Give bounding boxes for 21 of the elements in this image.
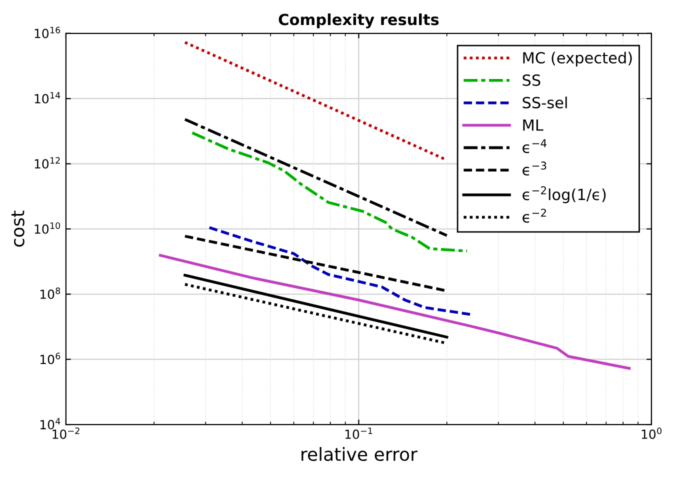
chart-title: Complexity results xyxy=(278,13,439,28)
legend-label: ϵ$^{−2}$ xyxy=(522,208,546,223)
y-axis-title: cost xyxy=(11,210,24,247)
x-tick-label: 10$^{0}$ xyxy=(642,428,662,439)
y-tick-label: 10$^{14}$ xyxy=(34,92,60,104)
y-tick-label: 10$^{4}$ xyxy=(40,418,60,430)
x-tick-label: 10$^{−1}$ xyxy=(345,428,372,439)
legend-label: MC (expected) xyxy=(523,52,632,67)
legend-label: SS-sel xyxy=(522,96,567,108)
legend-label: ϵ$^{−3}$ xyxy=(522,162,546,176)
legend-label: ϵ$^{−2}$log(1/ϵ) xyxy=(522,186,606,204)
x-axis-title: relative error xyxy=(302,447,418,462)
y-tick-label: 10$^{6}$ xyxy=(40,352,60,364)
legend-label: ϵ$^{−4}$ xyxy=(522,139,546,154)
y-tick-label: 10$^{16}$ xyxy=(34,26,60,38)
legend-label: ML xyxy=(523,119,544,131)
y-tick-label: 10$^{12}$ xyxy=(34,157,60,169)
x-tick-label: 10$^{−2}$ xyxy=(52,428,80,439)
legend-label: SS xyxy=(522,74,540,86)
y-tick-label: 10$^{8}$ xyxy=(40,288,60,299)
y-tick-label: 10$^{10}$ xyxy=(34,222,60,234)
